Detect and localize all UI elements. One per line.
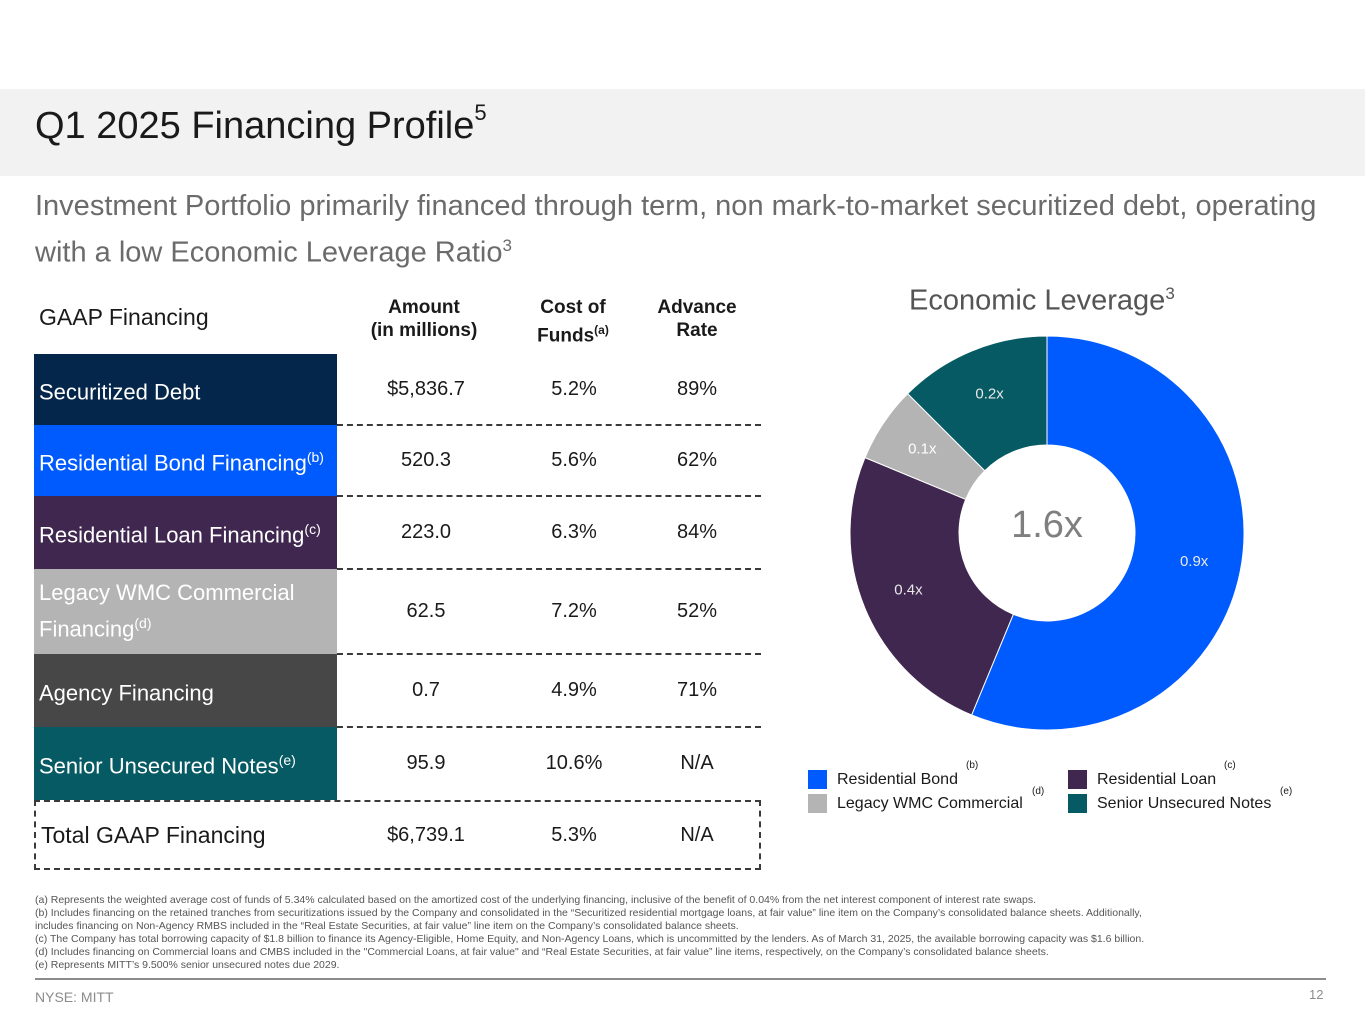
row-advance: 71% (676, 679, 718, 701)
legend-swatch (808, 770, 827, 789)
row-label: Legacy WMC Commercial Financing(d) (34, 569, 337, 654)
footnote-line: (e) Represents MITT’s 9.500% senior unse… (35, 959, 340, 971)
table-row: Residential Bond Financing(b) 520.3 5.6% 62… (34, 424, 761, 496)
row-divider (337, 424, 761, 426)
total-amount: $6,739.1 (387, 823, 465, 846)
row-divider (337, 568, 761, 570)
row-cost: 7.2% (551, 600, 597, 622)
slice-data-label: 0.2x (975, 385, 1004, 402)
footnote-line: (a) Represents the weighted average cost… (35, 894, 1037, 906)
legend-item: Residential Bond (808, 770, 958, 789)
row-cost: 6.3% (551, 521, 597, 543)
col-header-amount: Amount (in millions) (370, 297, 478, 341)
page-subtitle: Investment Portfolio primarily financed … (35, 190, 1317, 269)
row-label: Senior Unsecured Notes(e) (34, 727, 337, 800)
footnote-line: (d) Includes financing on Commercial loa… (35, 946, 1049, 958)
donut-slice-residential-loan (849, 456, 1014, 716)
footnote-line: (b) Includes financing on the retained t… (35, 907, 1142, 919)
row-divider (337, 726, 761, 728)
row-amount: 0.7 (412, 679, 440, 701)
row-label: Residential Bond Financing(b) (34, 425, 337, 496)
legend-item: Senior Unsecured Notes (1068, 794, 1271, 813)
table-row: Legacy WMC Commercial Financing(d) 62.5 7.… (34, 568, 761, 654)
center-label: 1.6x (1011, 504, 1083, 546)
legend-label: Senior Unsecured Notes (1097, 794, 1272, 812)
total-label: Total GAAP Financing (41, 822, 266, 848)
donut-slice-senior-unsecured-notes (906, 335, 1048, 472)
legend-swatch (808, 794, 827, 813)
slice-data-label: 0.1x (908, 441, 937, 458)
title-superscript: 5 (474, 100, 487, 126)
legend-item: Legacy WMC Commercial (808, 794, 1023, 813)
row-amount: 95.9 (406, 752, 446, 774)
col-header-advance: Advance Rate (657, 297, 737, 341)
row-cost: 4.9% (551, 679, 597, 701)
title-band (0, 89, 1365, 176)
row-advance: 62% (676, 449, 718, 471)
row-advance: 89% (676, 378, 718, 400)
row-advance: 84% (676, 521, 718, 543)
legend-item: Residential Loan (1068, 770, 1216, 789)
footnotes: (a) Represents the weighted average cost… (35, 894, 1335, 972)
row-label: Residential Loan Financing(c) (34, 496, 337, 569)
row-advance: 52% (676, 600, 718, 622)
row-cost: 5.6% (551, 449, 597, 471)
slice-data-label: 0.9x (1180, 553, 1209, 570)
table-row: Securitized Debt $5,836.7 5.2% 89% (34, 354, 760, 425)
page-number: 12 (1309, 987, 1324, 1002)
legend-footnote-ref: (c) (1224, 760, 1236, 771)
donut-slice-residential-bond (970, 335, 1245, 731)
footer-divider (35, 978, 1326, 980)
col-header-cost: Cost of Funds(a) (537, 297, 609, 347)
row-amount: 62.5 (406, 600, 446, 622)
table-row: Residential Loan Financing(c) 223.0 6.3% 84… (34, 495, 761, 569)
slice-data-label: 0.4x (894, 581, 923, 598)
row-advance: N/A (680, 752, 714, 774)
row-amount: $5,836.7 (387, 378, 465, 400)
footnote-line: (c) The Company has total borrowing capa… (35, 933, 1145, 945)
row-label: Agency Financing (34, 654, 337, 727)
row-divider (337, 495, 761, 497)
legend-swatch (1068, 794, 1087, 813)
legend-label: Residential Loan (1097, 770, 1217, 788)
row-cost: 10.6% (545, 752, 603, 774)
subtitle-superscript: 3 (502, 236, 512, 255)
legend-footnote-ref: (b) (966, 760, 979, 771)
footnote-line: includes financing on Non-Agency RMBS in… (35, 920, 739, 932)
row-amount: 520.3 (400, 449, 452, 471)
legend-footnote-ref: (d) (1032, 786, 1045, 797)
row-cost: 5.2% (551, 378, 597, 400)
legend-footnote-ref: (e) (1280, 786, 1293, 797)
legend-label: Legacy WMC Commercial (837, 794, 1023, 812)
chart-title: Economic Leverage3 (909, 284, 1175, 317)
total-cost: 5.3% (551, 823, 597, 846)
page-title: Q1 2025 Financing Profile5 (35, 100, 487, 147)
row-label: Securitized Debt (34, 354, 337, 425)
row-divider (337, 653, 761, 655)
legend-swatch (1068, 770, 1087, 789)
table-title: GAAP Financing (39, 304, 209, 330)
total-advance: N/A (680, 823, 714, 846)
ticker: NYSE: MITT (35, 989, 114, 1005)
legend-label: Residential Bond (837, 770, 958, 788)
table-row: Agency Financing 0.7 4.9% 71% (34, 653, 761, 727)
row-amount: 223.0 (400, 521, 452, 543)
total-row: Total GAAP Financing $6,739.1 5.3% N/A (34, 800, 761, 870)
table-row: Senior Unsecured Notes(e) 95.9 10.6% N/A (34, 726, 761, 800)
